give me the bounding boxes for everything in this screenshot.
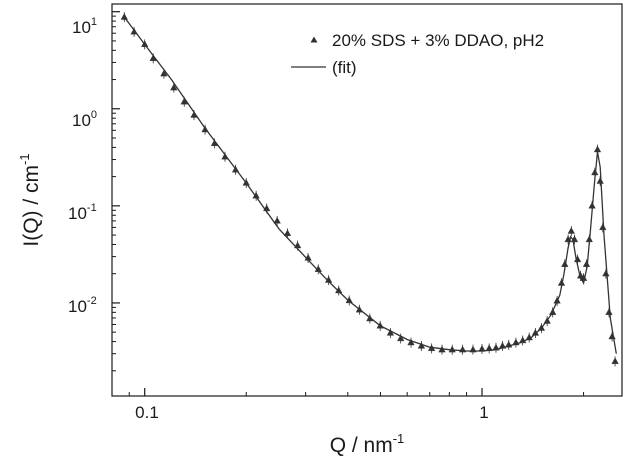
legend-label: 20% SDS + 3% DDAO, pH2: [332, 31, 544, 50]
legend: 20% SDS + 3% DDAO, pH2 (fit): [291, 31, 544, 77]
x-tick-label: 1: [479, 403, 488, 422]
axis-ticks: [111, 11, 585, 396]
y-tick-label: 100: [72, 109, 97, 130]
x-axis-title: Q / nm-1: [330, 431, 405, 457]
plot-frame: [111, 3, 623, 397]
y-tick-exponent: 0: [91, 109, 97, 121]
chart-marks: [120, 12, 619, 367]
y-tick-base: 10: [68, 297, 87, 316]
y-tick-exponent: -1: [87, 202, 97, 214]
y-tick-base: 10: [72, 18, 91, 37]
x-tick-label: 0.1: [135, 403, 159, 422]
y-tick-base: 10: [72, 111, 91, 130]
y-tick-label: 10-2: [68, 295, 97, 316]
legend-label: (fit): [332, 58, 357, 77]
y-axis-title-base: I(Q) / cm: [20, 165, 43, 247]
x-axis-title-exponent: -1: [393, 431, 405, 446]
y-tick-base: 10: [68, 204, 87, 223]
legend-triangle-marker: [310, 36, 318, 43]
y-tick-exponent: -2: [87, 295, 97, 307]
x-axis-title-base: Q / nm: [330, 434, 393, 457]
y-axis-title: I(Q) / cm-1: [17, 153, 43, 246]
fit-series-line: [123, 16, 617, 354]
y-tick-label: 10-1: [68, 202, 97, 223]
y-tick-exponent: 1: [91, 16, 97, 28]
y-tick-label: 101: [72, 16, 97, 37]
y-axis-title-exponent: -1: [17, 153, 32, 165]
